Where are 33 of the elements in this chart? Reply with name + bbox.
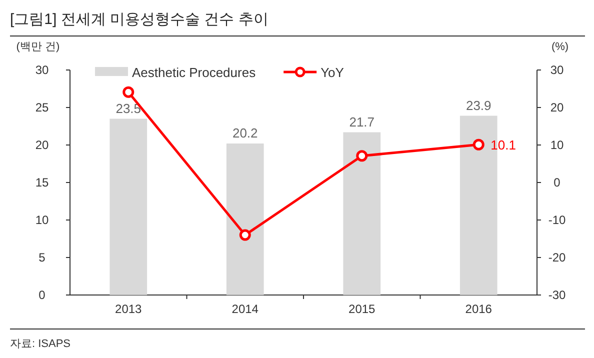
y2-axis-title: (%) [551,41,569,53]
data-label: 23.5 [116,100,142,116]
legend-label: YoY [320,65,344,80]
x-tick-label: 2016 [465,302,492,316]
y-tick-label: 10 [35,213,49,227]
point [122,86,134,98]
point [356,150,368,162]
point [472,138,484,150]
data-label: 23.9 [466,98,492,113]
y2-tick-label: -30 [548,288,566,302]
y2-tick-label: 0 [554,176,561,190]
x-tick-label: 2015 [348,302,376,316]
y2-tick-label: 10 [550,138,564,152]
y-tick-label: 5 [38,250,46,264]
data-label: 10.1 [490,138,516,153]
y2-tick-label: 20 [550,100,564,114]
y-tick-label: 15 [35,176,49,190]
text: 자료: ISAPS [10,338,71,350]
x-tick-label: 2013 [115,302,142,316]
y-tick-label: 0 [38,288,46,302]
y-axis-title: (백만 건) [16,41,60,53]
data-label: 20.2 [232,126,258,140]
data-label: 21.7 [349,114,375,130]
y2-tick-label: -20 [548,250,566,264]
legend-label: Aesthetic Procedures [132,65,256,80]
point [239,229,251,241]
chart-title: [그림1] 전세계 미용성형수술 건수 추이 [10,11,268,28]
y-tick-label: 25 [35,100,49,114]
x-tick-label: 2014 [232,302,259,316]
y2-tick-label: -10 [548,213,566,227]
y-tick-label: 20 [35,138,49,152]
y2-tick-label: 30 [550,63,564,77]
y-tick-label: 30 [35,63,49,77]
